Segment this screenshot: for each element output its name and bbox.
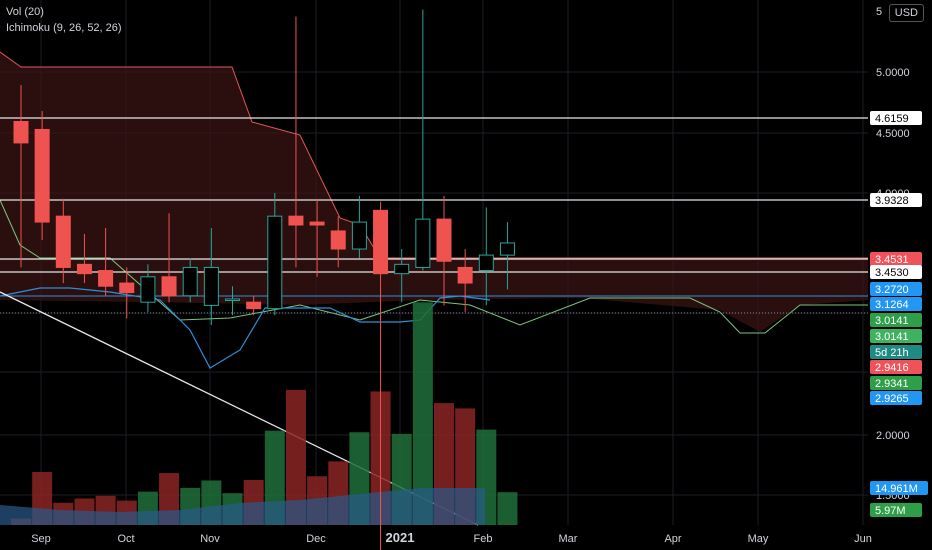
price-badge-label-10: 2.9341 xyxy=(875,378,909,390)
candle-body-11 xyxy=(246,301,262,310)
price-badge-label-0: 4.6159 xyxy=(875,113,909,125)
candle-body-13 xyxy=(288,215,304,226)
price-badge-label-7: 3.0141 xyxy=(875,331,909,343)
candle-body-23 xyxy=(499,242,515,256)
price-badge-label-9: 2.9416 xyxy=(875,362,909,374)
x-tick-5: Feb xyxy=(474,533,493,545)
x-tick-2: Nov xyxy=(200,533,220,545)
price-badge-label-1: 3.9328 xyxy=(875,195,909,207)
currency-button[interactable]: USD xyxy=(888,4,924,22)
candle-body-4 xyxy=(98,270,114,287)
candle-body-7 xyxy=(161,276,177,297)
price-badge-label-13: 5.97M xyxy=(875,505,906,517)
price-badge-4 xyxy=(870,282,922,296)
volume-bar-13 xyxy=(285,389,306,525)
price-badge-0 xyxy=(870,111,922,125)
candle-body-22 xyxy=(478,254,494,272)
candle-body-12 xyxy=(267,215,283,310)
price-badge-label-4: 3.2720 xyxy=(875,284,909,296)
y-tick-top: 5 xyxy=(876,6,882,18)
candle-body-1 xyxy=(34,128,50,223)
candle-body-21 xyxy=(457,266,473,284)
price-badge-label-3: 3.4530 xyxy=(875,267,909,279)
y-tick-1: 4.5000 xyxy=(876,128,910,140)
x-tick-3: Dec xyxy=(306,533,326,545)
price-badge-label-11: 2.9265 xyxy=(875,393,909,405)
candle-body-2 xyxy=(55,215,71,268)
price-badge-12 xyxy=(870,481,928,495)
volume-ma-area xyxy=(0,488,485,525)
price-badge-1 xyxy=(870,193,922,207)
ichimoku-legend[interactable]: Ichimoku (9, 26, 52, 26) xyxy=(6,22,122,34)
y-tick-4: 2.0000 xyxy=(876,430,910,442)
price-badge-label-6: 3.0141 xyxy=(875,315,909,327)
x-tick-0: Sep xyxy=(31,533,51,545)
price-badge-label-8: 5d 21h xyxy=(875,347,909,359)
x-tick-9: Jun xyxy=(854,533,872,545)
candle-body-15 xyxy=(330,230,346,250)
price-badge-9 xyxy=(870,360,922,374)
cloud-span-a xyxy=(0,199,868,334)
y-tick-0: 5.0000 xyxy=(876,67,910,79)
price-badge-label-5: 3.1264 xyxy=(875,299,909,311)
price-badge-10 xyxy=(870,376,922,390)
price-badge-8 xyxy=(870,345,922,359)
price-badge-label-2: 3.4531 xyxy=(875,254,909,266)
x-tick-8: May xyxy=(748,533,769,545)
vol-legend[interactable]: Vol (20) xyxy=(6,6,44,18)
price-badge-2 xyxy=(870,252,922,266)
price-badge-3 xyxy=(870,265,922,279)
ichimoku-cloud xyxy=(0,52,868,332)
candle-body-20 xyxy=(436,218,452,262)
price-badge-13 xyxy=(870,503,922,517)
volume-bar-23 xyxy=(497,492,518,525)
candle-body-5 xyxy=(119,282,135,294)
price-badge-5 xyxy=(870,297,922,311)
candle-body-14 xyxy=(309,221,325,226)
x-tick-6: Mar xyxy=(559,533,578,545)
candle-body-16 xyxy=(351,221,367,250)
candle-body-18 xyxy=(394,263,410,275)
price-badge-label-12: 14.961M xyxy=(875,483,918,495)
price-badge-6 xyxy=(870,313,922,327)
candle-body-6 xyxy=(140,276,156,303)
candle-body-10 xyxy=(225,298,240,301)
x-tick-7: Apr xyxy=(664,533,681,545)
candle-body-9 xyxy=(203,266,219,306)
candle-body-0 xyxy=(13,120,29,144)
x-tick-1: Oct xyxy=(117,533,134,545)
volume-bar-19 xyxy=(412,302,433,525)
candle-body-17 xyxy=(373,209,389,275)
price-badge-7 xyxy=(870,329,922,343)
price-badge-11 xyxy=(870,391,922,405)
candle-body-3 xyxy=(76,263,92,275)
candle-body-19 xyxy=(415,218,431,268)
x-tick-4: 2021 xyxy=(386,530,415,545)
candle-body-8 xyxy=(182,266,198,297)
